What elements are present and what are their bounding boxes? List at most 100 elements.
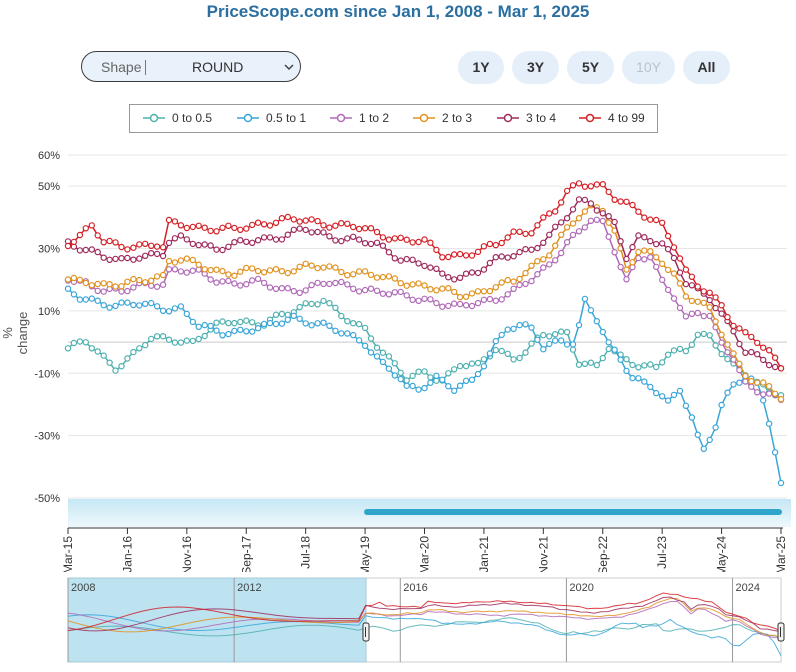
- data-point: [451, 366, 458, 373]
- navigator-handle[interactable]: [777, 622, 785, 642]
- data-point: [682, 293, 690, 300]
- data-point: [474, 269, 482, 277]
- data-point: [266, 267, 274, 274]
- data-point: [367, 240, 375, 248]
- data-point: [682, 402, 690, 409]
- data-point: [647, 254, 654, 261]
- data-point: [141, 341, 149, 349]
- data-point: [480, 296, 488, 303]
- data-point: [462, 377, 470, 384]
- data-point: [302, 300, 309, 307]
- data-point: [445, 302, 452, 310]
- data-point: [575, 321, 583, 329]
- x-tick-label: Nov-21: [536, 536, 550, 572]
- shape-select-value: ROUND: [192, 59, 244, 75]
- data-point: [397, 280, 404, 287]
- data-point: [379, 273, 387, 281]
- range-1y-button[interactable]: 1Y: [458, 51, 504, 84]
- navigator-series-line: [67, 600, 782, 639]
- data-point: [314, 320, 321, 327]
- data-point: [724, 349, 731, 356]
- data-point: [581, 208, 589, 215]
- series-4-to-99[interactable]: [64, 180, 785, 372]
- data-point: [546, 261, 553, 268]
- data-point: [254, 267, 262, 275]
- data-point: [344, 220, 351, 227]
- legend-item-2-to-3[interactable]: 2 to 3: [412, 105, 478, 132]
- data-point: [629, 361, 636, 369]
- data-point: [165, 257, 173, 265]
- data-point: [653, 389, 660, 397]
- data-point: [76, 247, 84, 254]
- data-point: [730, 322, 737, 330]
- data-point: [189, 256, 196, 264]
- legend-item-0.5-to-1[interactable]: 0.5 to 1: [236, 105, 312, 132]
- data-point: [373, 228, 381, 236]
- legend-item-1-to-2[interactable]: 1 to 2: [329, 105, 395, 132]
- data-point: [296, 315, 303, 322]
- data-point: [326, 224, 333, 231]
- data-point: [153, 250, 161, 258]
- data-point: [397, 288, 404, 296]
- data-point: [153, 273, 161, 280]
- data-point: [177, 303, 185, 310]
- series-3-to-4[interactable]: [64, 196, 785, 372]
- range-3y-button[interactable]: 3Y: [512, 51, 559, 84]
- data-point: [266, 222, 274, 229]
- data-point: [171, 259, 179, 266]
- legend-item-4-to-99[interactable]: 4 to 99: [578, 105, 654, 132]
- data-point: [718, 331, 725, 338]
- range-all-button[interactable]: All: [683, 51, 730, 84]
- data-point: [326, 263, 333, 270]
- data-point: [623, 198, 630, 205]
- data-point: [563, 238, 571, 246]
- data-point: [361, 286, 369, 294]
- series-0.5-to-1[interactable]: [64, 285, 785, 487]
- data-point: [748, 348, 755, 356]
- data-point: [177, 222, 185, 229]
- legend-item-0-to-0.5[interactable]: 0 to 0.5: [142, 105, 222, 132]
- series-0-to-0.5[interactable]: [64, 297, 785, 399]
- data-point: [248, 265, 256, 272]
- navigator-handle[interactable]: [362, 622, 370, 642]
- data-point: [70, 238, 78, 246]
- range-5y-button[interactable]: 5Y: [567, 51, 614, 84]
- legend-item-3-to-4[interactable]: 3 to 4: [496, 105, 562, 132]
- data-point: [350, 271, 357, 278]
- navigator-series-line: [67, 614, 782, 657]
- data-point: [730, 328, 737, 335]
- legend-label: 1 to 2: [359, 111, 390, 125]
- data-point: [320, 280, 327, 288]
- data-point: [225, 271, 232, 278]
- data-point: [641, 233, 648, 241]
- navigator[interactable]: 2008 2012 2016 2020 2024: [0, 572, 796, 664]
- data-point: [118, 255, 125, 262]
- data-point: [130, 348, 137, 356]
- data-point: [153, 283, 161, 290]
- data-point: [587, 307, 595, 314]
- data-point: [552, 208, 559, 215]
- data-point: [558, 231, 565, 238]
- data-point: [569, 231, 577, 239]
- data-point: [498, 239, 505, 247]
- data-point: [355, 320, 363, 328]
- data-point: [474, 299, 482, 307]
- data-point: [682, 266, 690, 273]
- navigator-range-selected[interactable]: [67, 577, 367, 663]
- data-point: [670, 391, 678, 399]
- data-point: [326, 322, 333, 329]
- data-point: [563, 328, 571, 336]
- shape-select[interactable]: Shape ROUND: [81, 51, 301, 82]
- series-2-to-3[interactable]: [64, 201, 785, 403]
- data-point: [611, 346, 618, 353]
- data-point: [130, 244, 137, 251]
- data-point: [112, 302, 119, 310]
- data-point: [546, 333, 553, 340]
- data-point: [326, 280, 333, 288]
- data-point: [760, 344, 767, 351]
- data-point: [248, 221, 256, 229]
- data-point: [201, 332, 208, 340]
- data-point: [94, 348, 101, 355]
- data-point: [468, 360, 476, 367]
- data-point: [486, 259, 494, 267]
